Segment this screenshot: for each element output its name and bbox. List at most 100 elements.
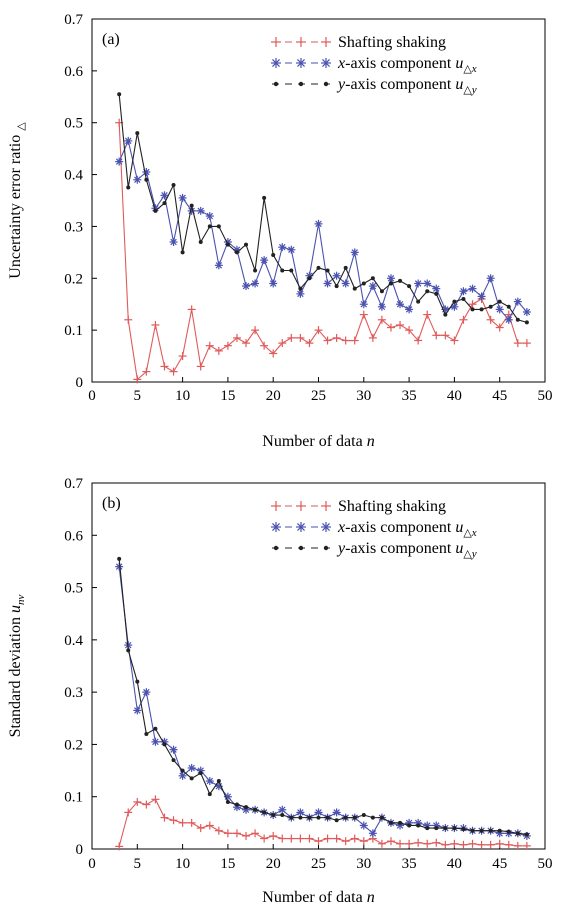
chart-panel-b: 0 5 10 15 20 25 30 35 40 45 50 0 0.1 0.2 0.3 0.4 0.5 0.6 0… <box>7 476 553 906</box>
legend-label: y-axis component u△y <box>336 76 477 96</box>
data-point <box>352 815 357 820</box>
data-point <box>187 305 196 314</box>
series-line <box>118 139 528 321</box>
data-point <box>269 349 278 358</box>
series-line <box>118 798 527 847</box>
x-tick-label: 15 <box>220 388 235 404</box>
data-point <box>461 297 466 302</box>
data-point <box>522 339 531 348</box>
data-point <box>160 362 169 371</box>
data-point <box>223 829 232 838</box>
data-point <box>477 292 486 301</box>
data-point <box>323 81 329 87</box>
data-point <box>470 307 475 312</box>
data-point <box>396 300 405 309</box>
data-point <box>486 315 495 324</box>
data-point <box>115 842 124 851</box>
y-axis-label: Standard deviation unv <box>7 594 27 737</box>
y-tick-label: 0.3 <box>64 685 83 701</box>
data-point <box>151 795 160 804</box>
panel-label: (a) <box>102 31 120 48</box>
data-point <box>506 304 511 309</box>
data-point <box>260 834 269 843</box>
data-point <box>323 279 332 288</box>
legend-label: Shafting shaking <box>338 34 446 51</box>
data-point <box>124 315 133 324</box>
series-line <box>118 558 527 835</box>
data-point <box>361 813 366 818</box>
legend-entry: Shafting shaking <box>271 498 446 515</box>
data-point <box>126 648 131 653</box>
data-point <box>189 776 194 781</box>
data-point <box>361 281 366 286</box>
data-point <box>271 501 281 511</box>
data-point <box>522 841 531 850</box>
data-point <box>386 274 395 283</box>
x-tick-label: 10 <box>175 856 190 872</box>
x-axis-label: Number of data n <box>262 889 374 906</box>
data-point <box>280 813 285 818</box>
data-point <box>271 522 281 532</box>
data-point <box>251 279 260 288</box>
data-point <box>214 826 223 835</box>
series-x-axis-component <box>115 136 531 324</box>
data-point <box>513 841 522 850</box>
data-point <box>251 326 260 335</box>
data-point <box>495 305 504 314</box>
data-point <box>434 826 439 831</box>
data-point <box>178 818 187 827</box>
data-point <box>244 805 249 810</box>
data-point <box>160 191 169 200</box>
x-tick-label: 40 <box>447 856 462 872</box>
data-point <box>307 815 312 820</box>
x-tick-label: 35 <box>402 856 417 872</box>
y-tick-label: 0.6 <box>64 528 83 544</box>
y-tick-label: 0.3 <box>64 219 83 235</box>
data-point <box>142 167 151 176</box>
data-point <box>432 838 441 847</box>
data-point <box>459 840 468 849</box>
data-point <box>271 252 276 257</box>
data-point <box>486 274 495 283</box>
data-point <box>280 268 285 273</box>
data-point <box>316 265 321 270</box>
data-point <box>198 239 203 244</box>
series-shafting-shaking <box>115 795 531 851</box>
data-point <box>452 826 457 831</box>
data-point <box>368 333 377 342</box>
y-tick-label: 0.5 <box>64 116 83 132</box>
data-point <box>314 837 323 846</box>
x-tick-label: 35 <box>402 388 417 404</box>
data-point <box>350 834 359 843</box>
data-point <box>117 92 122 97</box>
data-point <box>244 242 249 247</box>
x-tick-label: 5 <box>134 856 142 872</box>
data-point <box>271 813 276 818</box>
data-point <box>450 839 459 848</box>
data-point <box>198 771 203 776</box>
data-point <box>334 818 339 823</box>
data-point <box>269 831 278 840</box>
data-point <box>405 305 414 314</box>
data-point <box>153 726 158 731</box>
y-tick-label: 0.6 <box>64 64 83 80</box>
data-point <box>504 840 513 849</box>
data-point <box>388 281 393 286</box>
data-point <box>432 284 441 293</box>
x-tick-label: 20 <box>266 388 281 404</box>
legend-label: x-axis component u△x <box>337 519 477 539</box>
data-point <box>216 779 221 784</box>
data-point <box>298 286 303 291</box>
data-point <box>468 300 477 309</box>
data-point <box>142 800 151 809</box>
data-point <box>115 157 124 166</box>
data-point <box>379 289 384 294</box>
data-point <box>205 821 214 830</box>
data-point <box>133 175 142 184</box>
data-point <box>359 310 368 319</box>
data-point <box>298 815 303 820</box>
data-point <box>207 792 212 797</box>
data-point <box>370 815 375 820</box>
data-point <box>178 193 187 202</box>
